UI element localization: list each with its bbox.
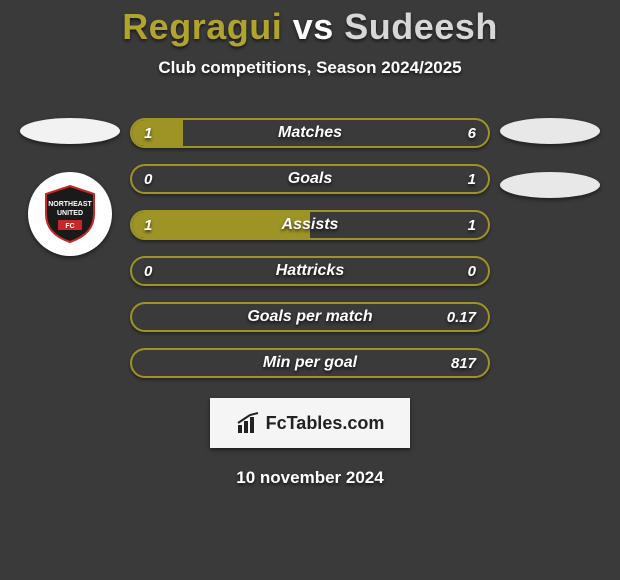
stat-value-b: 1 bbox=[468, 166, 476, 192]
date-line: 10 november 2024 bbox=[0, 468, 620, 488]
page-title: Regragui vs Sudeesh bbox=[0, 0, 620, 48]
stat-value-b: 0.17 bbox=[447, 304, 476, 330]
stat-bar: Min per goal817 bbox=[130, 348, 490, 378]
stat-bar: Goals0 1 bbox=[130, 164, 490, 194]
branding-badge: FcTables.com bbox=[210, 398, 410, 448]
stat-bar: Hattricks0 0 bbox=[130, 256, 490, 286]
chart-up-icon bbox=[236, 411, 260, 435]
stat-bars: Matches16Goals01Assists11Hattricks00Goal… bbox=[130, 118, 490, 378]
stat-value-a: 0 bbox=[144, 166, 152, 192]
comparison-panel: NORTHEAST UNITED FC Matches16Goals01Assi… bbox=[0, 118, 620, 378]
svg-text:FC: FC bbox=[65, 223, 74, 230]
stat-value-b: 0 bbox=[468, 258, 476, 284]
stat-label: Min per goal bbox=[132, 350, 488, 376]
stat-value-b: 1 bbox=[468, 212, 476, 238]
stat-bar: Assists11 bbox=[130, 210, 490, 240]
stat-label: Hattricks bbox=[132, 258, 488, 284]
stat-bar: Goals per match0.17 bbox=[130, 302, 490, 332]
vs-separator: vs bbox=[282, 6, 344, 47]
stat-bar-fill-a bbox=[132, 120, 183, 146]
stat-bar-fill-a bbox=[132, 212, 310, 238]
stat-label: Goals bbox=[132, 166, 488, 192]
svg-text:NORTHEAST: NORTHEAST bbox=[48, 201, 92, 208]
stat-bar: Matches16 bbox=[130, 118, 490, 148]
player-a-club-badge: NORTHEAST UNITED FC bbox=[28, 172, 112, 256]
northeast-united-shield-icon: NORTHEAST UNITED FC bbox=[38, 182, 102, 246]
subtitle: Club competitions, Season 2024/2025 bbox=[0, 58, 620, 78]
player-a-column: NORTHEAST UNITED FC bbox=[10, 118, 130, 256]
player-a-flag bbox=[20, 118, 120, 144]
player-b-column bbox=[490, 118, 610, 198]
stat-value-b: 6 bbox=[468, 120, 476, 146]
svg-text:UNITED: UNITED bbox=[57, 210, 83, 217]
stat-value-b: 817 bbox=[451, 350, 476, 376]
stat-label: Goals per match bbox=[132, 304, 488, 330]
player-b-name: Sudeesh bbox=[344, 6, 498, 47]
player-b-flag bbox=[500, 118, 600, 144]
stat-label: Matches bbox=[132, 120, 488, 146]
branding-text: FcTables.com bbox=[266, 413, 385, 434]
stat-value-a: 0 bbox=[144, 258, 152, 284]
player-a-name: Regragui bbox=[122, 6, 282, 47]
player-b-club-placeholder bbox=[500, 172, 600, 198]
